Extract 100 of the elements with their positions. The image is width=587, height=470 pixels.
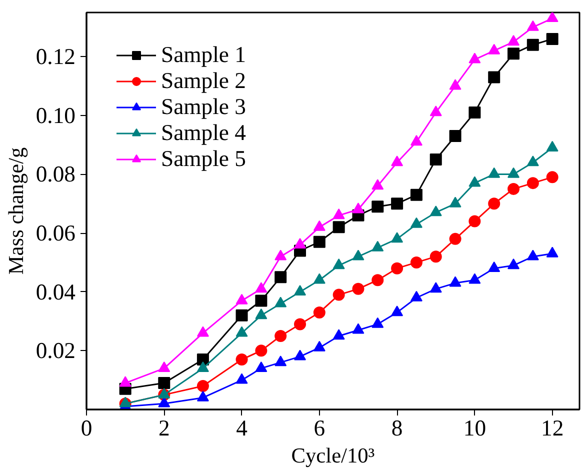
point <box>391 306 404 316</box>
point <box>488 44 500 54</box>
point <box>236 294 248 304</box>
point <box>488 261 500 272</box>
point <box>410 256 422 268</box>
point <box>410 135 422 146</box>
point <box>546 246 558 258</box>
point <box>391 232 404 243</box>
legend-label: Sample 2 <box>161 68 246 94</box>
point <box>332 258 345 270</box>
point <box>236 373 248 384</box>
point <box>274 250 287 260</box>
point <box>391 262 404 274</box>
point <box>255 308 268 320</box>
point <box>488 198 500 210</box>
legend-label: Sample 1 <box>161 42 246 68</box>
point <box>196 326 209 337</box>
point <box>546 140 558 152</box>
point <box>526 177 539 190</box>
point <box>352 282 364 295</box>
point <box>158 388 170 398</box>
point <box>236 354 248 366</box>
y-tick-label: 0.12 <box>36 44 76 70</box>
point <box>196 390 209 402</box>
point <box>372 317 384 328</box>
point <box>546 32 558 45</box>
point <box>449 276 462 287</box>
x-tick-label: 4 <box>236 416 248 440</box>
point <box>430 206 442 216</box>
x-tick-label: 12 <box>541 416 564 440</box>
x-tick-label: 0 <box>80 416 92 440</box>
point <box>255 282 268 293</box>
point <box>372 240 384 252</box>
point <box>236 309 248 322</box>
point <box>468 215 481 228</box>
y-tick-label: 0.06 <box>36 220 76 246</box>
x-tick-label: 8 <box>391 416 403 440</box>
point <box>255 294 268 307</box>
y-axis-title: Mass change/g <box>4 146 28 275</box>
point <box>158 377 170 390</box>
point <box>488 71 500 84</box>
point <box>526 250 539 260</box>
legend-label: Sample 3 <box>161 94 246 120</box>
point <box>294 285 306 296</box>
point <box>449 232 462 245</box>
point <box>332 221 345 234</box>
point <box>255 361 268 372</box>
legend-label: Sample 4 <box>161 120 246 146</box>
point <box>294 350 306 360</box>
point <box>274 330 287 342</box>
point <box>274 356 287 366</box>
point <box>236 326 248 337</box>
point <box>430 282 442 293</box>
y-tick-label: 0.02 <box>36 338 76 364</box>
point <box>313 236 326 248</box>
point <box>274 271 287 284</box>
point <box>508 167 520 178</box>
point <box>274 296 287 308</box>
point <box>546 171 558 184</box>
y-tick-label: 0.04 <box>36 279 76 304</box>
point <box>294 318 306 330</box>
x-tick-label: 6 <box>314 416 326 440</box>
point <box>449 79 462 90</box>
point <box>391 156 404 166</box>
y-tick-label: 0.10 <box>36 102 76 128</box>
point <box>430 154 442 166</box>
point <box>430 250 442 263</box>
point <box>158 361 170 372</box>
point <box>196 380 209 392</box>
x-axis-title: Cycle/10³ <box>291 444 375 468</box>
point <box>119 376 132 387</box>
point <box>468 176 481 187</box>
legend-label: Sample 5 <box>161 146 246 172</box>
point <box>332 208 345 220</box>
point <box>508 48 520 60</box>
point <box>410 290 422 302</box>
point <box>313 306 326 318</box>
point <box>332 329 345 340</box>
point <box>313 273 326 284</box>
x-tick-label: 2 <box>158 416 170 440</box>
point <box>332 288 345 301</box>
point <box>508 35 520 46</box>
point <box>526 38 539 51</box>
point <box>410 217 422 228</box>
point <box>468 273 481 284</box>
point <box>508 258 520 270</box>
point <box>372 179 384 190</box>
point <box>449 196 462 208</box>
y-tick-label: 0.08 <box>36 162 76 187</box>
point <box>372 274 384 286</box>
point <box>391 198 404 210</box>
point <box>372 200 384 213</box>
point <box>468 106 481 118</box>
point <box>313 220 326 231</box>
point <box>410 188 422 201</box>
point <box>526 156 539 166</box>
point <box>196 361 209 372</box>
point <box>313 340 326 352</box>
point <box>255 344 268 357</box>
x-tick-label: 10 <box>463 416 486 440</box>
